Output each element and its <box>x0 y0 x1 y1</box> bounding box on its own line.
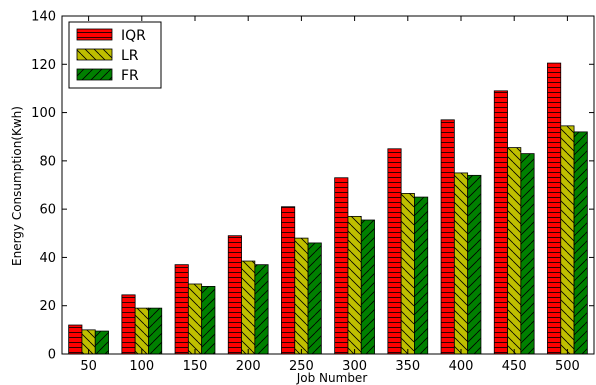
x-tick-label: 400 <box>449 359 474 374</box>
legend-entry-fr: FR <box>76 68 139 84</box>
legend-label: IQR <box>121 28 146 44</box>
bar-fr-350 <box>414 196 429 355</box>
bar-iqr-300 <box>334 177 349 355</box>
legend-label: LR <box>121 48 139 64</box>
legend-entry-iqr: IQR <box>76 28 146 44</box>
y-axis-title: Energy Consumption(Kwh) <box>10 106 24 266</box>
legend-entry-lr: LR <box>76 48 139 64</box>
bar-fr-450 <box>520 153 535 355</box>
y-tick-label: 20 <box>39 299 56 314</box>
plot-frame <box>61 15 595 355</box>
bar-lr-500 <box>560 125 575 355</box>
bar-iqr-100 <box>121 294 136 355</box>
bar-fr-200 <box>254 264 269 355</box>
bar-iqr-150 <box>174 264 189 355</box>
bars-layer <box>68 62 588 355</box>
bar-fr-500 <box>573 131 588 355</box>
x-tick-label: 250 <box>289 359 314 374</box>
axes-layer: 0 20 40 60 80 100 120 140 50 100 150 200 250 300 350 40… <box>31 10 595 374</box>
bar-iqr-350 <box>387 148 402 355</box>
x-tick-label: 450 <box>502 359 527 374</box>
x-tick-label: 150 <box>183 359 208 374</box>
y-tick-label: 0 <box>48 348 56 363</box>
y-tick-label: 80 <box>39 154 56 169</box>
bar-fr-50 <box>94 330 109 355</box>
bar-fr-250 <box>307 242 322 355</box>
x-tick-label: 350 <box>395 359 420 374</box>
bar-fr-150 <box>201 285 216 355</box>
bar-fr-400 <box>467 174 482 355</box>
bar-lr-250 <box>294 237 309 355</box>
y-tick-label: 40 <box>39 251 56 266</box>
x-tick-label: 50 <box>80 359 97 374</box>
y-tick-label: 60 <box>39 203 56 218</box>
legend-label: FR <box>121 68 139 84</box>
y-tick-label: 140 <box>31 10 56 25</box>
bar-fr-100 <box>148 307 163 355</box>
bar-iqr-50 <box>68 324 83 355</box>
bar-fr-300 <box>360 219 375 355</box>
bar-lr-350 <box>400 193 415 355</box>
bar-iqr-450 <box>493 90 508 355</box>
legend: IQR LR FR <box>68 21 162 89</box>
bar-iqr-250 <box>281 206 296 355</box>
x-tick-label: 100 <box>129 359 154 374</box>
bar-iqr-200 <box>227 235 242 355</box>
x-tick-label: 200 <box>236 359 261 374</box>
bar-lr-150 <box>187 283 203 355</box>
x-tick-label: 500 <box>555 359 580 374</box>
bar-lr-450 <box>507 147 522 355</box>
bar-lr-200 <box>241 260 256 355</box>
x-tick-label: 300 <box>342 359 367 374</box>
bar-iqr-400 <box>440 119 455 355</box>
bar-lr-300 <box>347 215 362 355</box>
y-tick-label: 100 <box>31 106 56 121</box>
x-axis-title: Job Number <box>296 371 368 385</box>
bar-lr-50 <box>81 329 96 355</box>
bar-iqr-500 <box>547 62 562 355</box>
bar-lr-400 <box>453 172 469 355</box>
y-tick-label: 120 <box>31 58 56 73</box>
bar-lr-100 <box>134 307 149 355</box>
